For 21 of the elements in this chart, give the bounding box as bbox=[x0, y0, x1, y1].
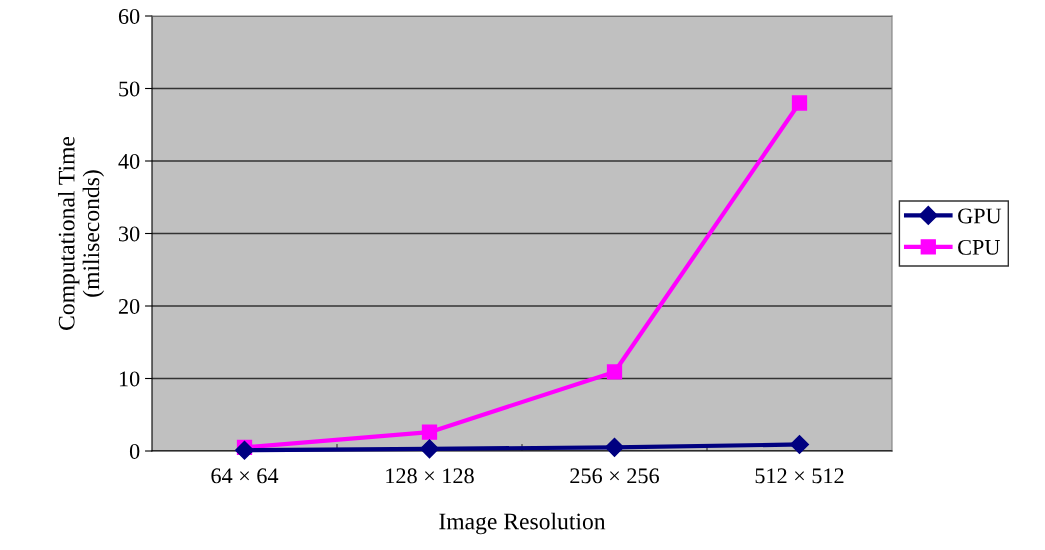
point bbox=[789, 434, 810, 455]
y-tick-label: 0 bbox=[129, 443, 140, 459]
x-tick-label: 64 × 64 bbox=[211, 468, 279, 484]
y-tick-label: 20 bbox=[118, 298, 140, 314]
legend-label: CPU bbox=[958, 239, 1000, 255]
point bbox=[604, 437, 625, 457]
point bbox=[606, 364, 623, 380]
x-tick-label: 128 × 128 bbox=[386, 468, 474, 484]
point bbox=[791, 95, 808, 111]
x-tick-label: 512 × 512 bbox=[755, 468, 844, 484]
legend-label: GPU bbox=[958, 208, 1002, 224]
x-axis-title: Image Resolution bbox=[439, 512, 606, 535]
x-tick-label: 256 × 256 bbox=[570, 468, 659, 484]
y-tick-label: 50 bbox=[119, 81, 140, 97]
y-tick-label: 10 bbox=[119, 371, 140, 387]
point bbox=[419, 439, 440, 459]
y-tick-label: 60 bbox=[118, 8, 140, 24]
y-tick-label: 30 bbox=[119, 226, 140, 242]
point bbox=[421, 424, 438, 440]
y-tick-label: 40 bbox=[118, 153, 140, 169]
y-axis-title: Computational Time (miliseconds) bbox=[57, 136, 105, 330]
